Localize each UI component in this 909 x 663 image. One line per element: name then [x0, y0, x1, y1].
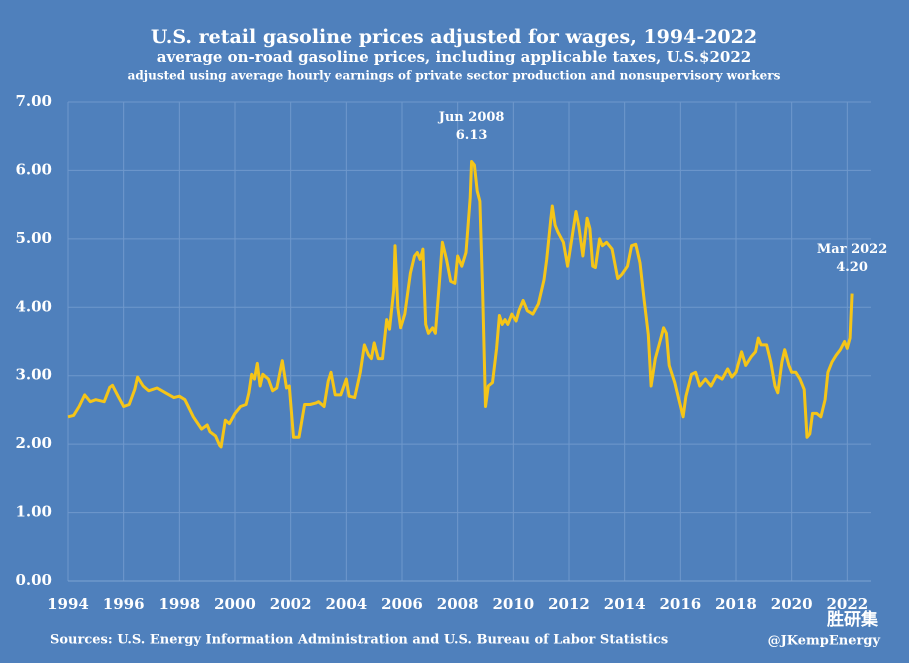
x-tick-label: 2008 — [437, 595, 479, 613]
chart-subtitle: average on-road gasoline prices, includi… — [157, 48, 751, 66]
x-tick-label: 2018 — [715, 595, 757, 613]
x-tick-label: 2004 — [325, 595, 367, 613]
x-tick-label: 2016 — [659, 595, 701, 613]
annotation-label: Mar 2022 — [817, 242, 887, 257]
y-tick-label: 2.00 — [15, 434, 52, 452]
watermark: 胜研集 — [827, 609, 879, 630]
x-tick-label: 2002 — [270, 595, 312, 613]
x-tick-label: 2014 — [604, 595, 646, 613]
x-tick-label: 2012 — [548, 595, 590, 613]
x-tick-label: 1994 — [47, 595, 89, 613]
x-tick-label: 1998 — [158, 595, 200, 613]
annotation-value: 4.20 — [836, 260, 868, 275]
annotation-value: 6.13 — [456, 128, 488, 143]
y-tick-label: 3.00 — [15, 366, 52, 384]
chart-title: U.S. retail gasoline prices adjusted for… — [151, 26, 757, 48]
y-tick-label: 1.00 — [15, 503, 52, 521]
y-tick-label: 5.00 — [15, 229, 52, 247]
x-tick-label: 1996 — [103, 595, 145, 613]
x-tick-label: 2010 — [492, 595, 534, 613]
y-tick-label: 7.00 — [15, 92, 52, 110]
annotation-label: Jun 2008 — [438, 110, 505, 125]
y-tick-label: 4.00 — [15, 297, 52, 315]
y-tick-label: 6.00 — [15, 160, 52, 178]
credit: @JKempEnergy — [768, 634, 881, 649]
y-tick-label: 0.00 — [15, 571, 52, 589]
source-note: Sources: U.S. Energy Information Adminis… — [50, 633, 668, 648]
chart-subtitle: adjusted using average hourly earnings o… — [128, 69, 781, 83]
x-tick-label: 2020 — [771, 595, 813, 613]
x-tick-label: 2006 — [381, 595, 423, 613]
x-tick-label: 2022 — [826, 595, 868, 613]
line-series — [67, 160, 854, 449]
x-tick-label: 2000 — [214, 595, 256, 613]
